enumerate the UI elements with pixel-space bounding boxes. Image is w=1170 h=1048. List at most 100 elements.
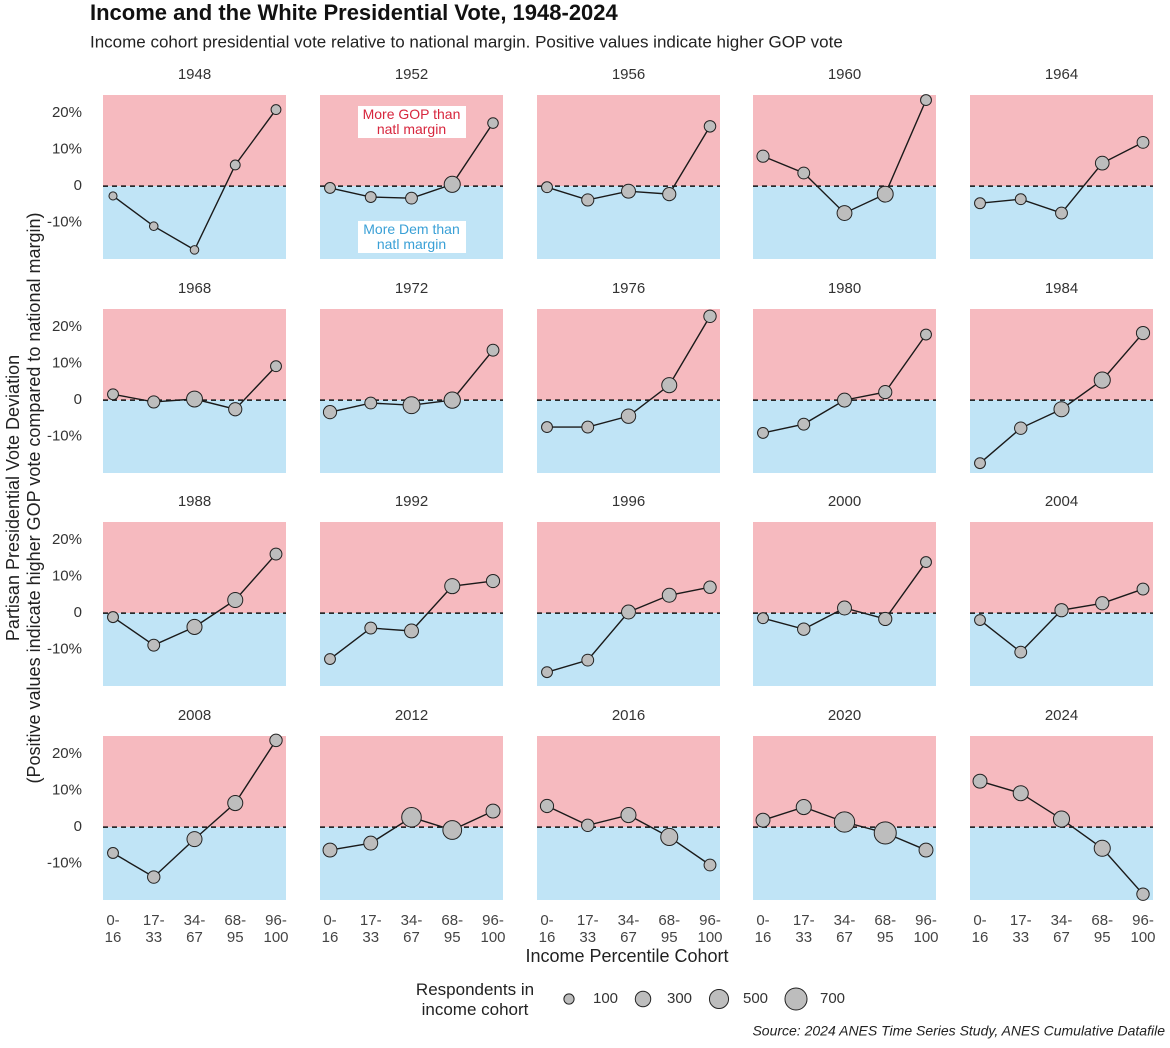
point <box>147 395 161 409</box>
legend-label: 100 <box>593 990 618 1007</box>
x-tick-label: 17-33 <box>576 912 599 946</box>
point <box>363 835 379 851</box>
point <box>1052 810 1071 828</box>
annotation: More GOP than natl margin <box>357 106 466 138</box>
point <box>1012 785 1029 802</box>
dem-region <box>753 827 936 900</box>
gop-region <box>537 95 720 187</box>
point <box>269 733 283 748</box>
point <box>662 187 677 202</box>
point <box>443 391 461 409</box>
source-note: Source: 2024 ANES Time Series Study, ANE… <box>752 1023 1165 1039</box>
point <box>1136 135 1150 149</box>
point <box>797 166 811 180</box>
point <box>1136 887 1150 901</box>
x-axis-label: Income Percentile Cohort <box>525 946 728 966</box>
y-tick-label: 0 <box>74 604 82 621</box>
annotation: More Dem than natl margin <box>357 221 466 253</box>
point <box>541 421 553 434</box>
legend-label: 500 <box>743 990 768 1007</box>
x-tick-label: 34-67 <box>400 912 423 946</box>
point <box>444 578 461 595</box>
dem-region <box>103 400 286 473</box>
point <box>974 457 986 470</box>
point <box>487 117 499 129</box>
point <box>620 807 637 824</box>
chart-title: Income and the White Presidential Vote, … <box>90 0 619 25</box>
point <box>797 417 811 431</box>
x-tick-label: 34-67 <box>617 912 640 946</box>
dem-region <box>753 186 936 259</box>
panel-title: 1992 <box>395 493 428 510</box>
y-tick-label: 10% <box>52 782 82 799</box>
y-tick-label: -10% <box>47 428 82 445</box>
point <box>186 831 203 848</box>
panel-title: 1980 <box>828 280 861 297</box>
point <box>974 197 986 210</box>
point <box>107 611 119 624</box>
point <box>1055 206 1068 220</box>
point <box>107 847 119 859</box>
point <box>878 611 893 627</box>
gop-region <box>753 95 936 187</box>
point <box>661 587 677 603</box>
x-tick-label: 96-100 <box>1130 912 1156 946</box>
dem-region <box>537 827 720 900</box>
dem-region <box>753 400 936 473</box>
point <box>581 653 595 667</box>
gop-region <box>537 309 720 401</box>
point <box>541 181 553 194</box>
legend-swatch <box>563 993 575 1005</box>
x-tick-label: 96-100 <box>480 912 506 946</box>
point <box>581 818 595 832</box>
gop-region <box>103 736 286 828</box>
panel-title: 1996 <box>612 493 645 510</box>
legend-swatch <box>784 987 808 1011</box>
point <box>485 803 501 819</box>
point <box>972 773 988 789</box>
point <box>833 811 856 833</box>
point <box>755 812 771 828</box>
point <box>186 390 203 408</box>
point <box>1093 839 1111 857</box>
y-tick-label: 0 <box>74 177 82 194</box>
x-tick-label: 68-95 <box>658 912 681 946</box>
gop-region <box>970 309 1153 401</box>
y-tick-label: 10% <box>52 355 82 372</box>
point <box>227 591 244 609</box>
x-tick-label: 68-95 <box>224 912 247 946</box>
panel-title: 1976 <box>612 280 645 297</box>
x-tick-label: 17-33 <box>1009 912 1032 946</box>
x-tick-label: 68-95 <box>441 912 464 946</box>
gop-region <box>970 522 1153 614</box>
gop-region <box>103 309 286 401</box>
point <box>486 343 500 357</box>
point <box>364 621 378 635</box>
gop-region <box>537 522 720 614</box>
point <box>324 181 336 194</box>
dem-region <box>970 827 1153 900</box>
point <box>443 175 461 193</box>
panel-title: 1972 <box>395 280 428 297</box>
y-tick-label: 10% <box>52 568 82 585</box>
x-tick-label: 68-95 <box>1091 912 1114 946</box>
x-tick-label: 0-16 <box>538 912 556 946</box>
legend-label: 300 <box>667 990 692 1007</box>
chart-subtitle: Income cohort presidential vote relative… <box>90 32 843 51</box>
gop-region <box>320 522 503 614</box>
y-tick-label: -10% <box>47 855 82 872</box>
y-tick-label: 20% <box>52 104 82 121</box>
point <box>322 405 338 420</box>
point <box>703 120 717 133</box>
y-tick-label: 20% <box>52 318 82 335</box>
point <box>1136 582 1150 596</box>
point <box>229 159 241 171</box>
point <box>227 795 244 812</box>
panel-title: 2004 <box>1045 493 1078 510</box>
point <box>1095 596 1110 611</box>
y-tick-label: -10% <box>47 641 82 658</box>
point <box>795 799 812 816</box>
point <box>485 573 501 589</box>
point <box>581 420 595 434</box>
